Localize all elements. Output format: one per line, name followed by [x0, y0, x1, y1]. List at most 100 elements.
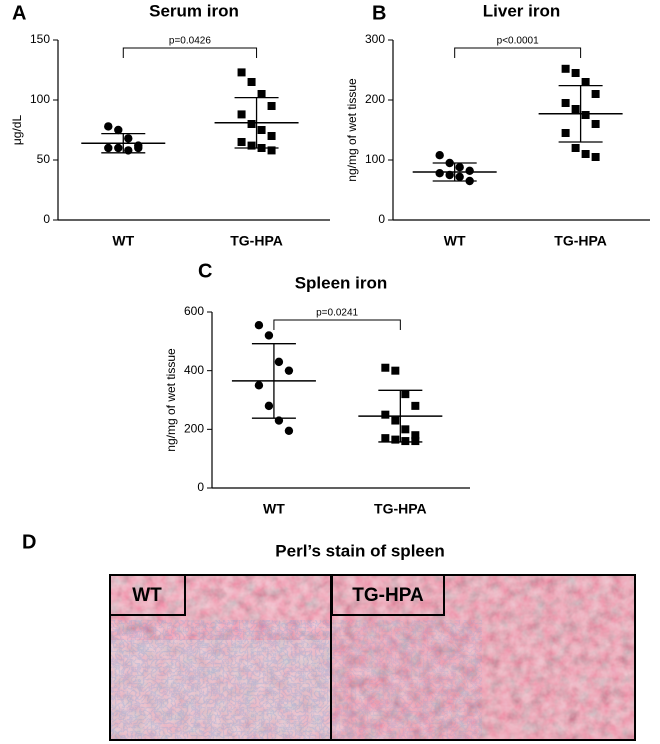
- bracket: [273, 319, 401, 330]
- point: [104, 143, 113, 153]
- y-tick-label: 200: [184, 422, 204, 436]
- panel-letter: A: [12, 2, 26, 24]
- y-axis-label: μg/dL: [10, 115, 24, 146]
- y-axis-label: ng/mg of wet tissue: [345, 78, 359, 182]
- point: [465, 166, 474, 175]
- error-bar: [101, 132, 146, 154]
- error-bar: [234, 96, 279, 149]
- point: [411, 401, 420, 410]
- point: [455, 163, 464, 172]
- point: [581, 111, 590, 119]
- point: [401, 390, 410, 399]
- y-tick-label: 150: [30, 32, 50, 46]
- y-tick-label: 200: [365, 92, 385, 106]
- point: [237, 110, 246, 119]
- error-bar: [251, 343, 296, 419]
- y-tick-label: 400: [184, 363, 204, 377]
- point: [247, 141, 256, 150]
- point: [381, 434, 390, 443]
- image-label: TG-HPA: [352, 585, 424, 606]
- error-bar: [432, 162, 477, 182]
- point: [257, 90, 266, 98]
- label-box: [331, 574, 445, 616]
- panel-letter: B: [372, 2, 386, 24]
- point: [571, 105, 580, 113]
- chart-title: Serum iron: [149, 1, 239, 20]
- point: [264, 401, 274, 411]
- point: [267, 146, 276, 155]
- point: [134, 143, 143, 153]
- point: [124, 134, 133, 143]
- chart-title: Liver iron: [483, 1, 560, 20]
- bracket: [122, 47, 258, 58]
- point: [435, 151, 444, 160]
- error-bar: [558, 84, 603, 143]
- y-axis-label: ng/mg of wet tissue: [164, 348, 178, 452]
- point: [411, 431, 420, 440]
- point: [247, 78, 256, 86]
- point: [114, 143, 123, 153]
- point: [581, 150, 590, 158]
- point: [264, 331, 274, 340]
- point: [274, 357, 284, 367]
- point: [391, 416, 400, 425]
- y-tick-label: 600: [184, 304, 204, 318]
- y-tick-label: 0: [43, 212, 50, 226]
- x-tick-label: WT: [444, 233, 466, 249]
- histology: WT TG-HPA: [109, 574, 636, 741]
- annotation: p=0.0426: [169, 36, 211, 47]
- point: [391, 366, 400, 375]
- point: [591, 120, 600, 128]
- y-tick-label: 100: [365, 152, 385, 166]
- point: [257, 126, 266, 134]
- point: [571, 144, 580, 152]
- point: [284, 426, 294, 435]
- y-tick-label: 0: [378, 212, 385, 226]
- annotation: p<0.0001: [497, 36, 539, 47]
- point: [381, 410, 390, 419]
- image-tg-stain: [332, 620, 482, 740]
- x-tick-label: WT: [112, 233, 134, 249]
- point: [561, 64, 570, 73]
- point: [237, 68, 246, 77]
- image-wt-stain: [110, 620, 330, 740]
- y-tick-label: 50: [37, 152, 51, 166]
- chart-title: Spleen iron: [295, 273, 388, 292]
- panel-title: Perl’s stain of spleen: [275, 541, 444, 560]
- point: [411, 437, 420, 446]
- point: [381, 363, 390, 372]
- point: [561, 129, 570, 137]
- point: [391, 435, 400, 444]
- y-tick-label: 0: [197, 480, 204, 494]
- point: [435, 169, 444, 178]
- point: [581, 78, 590, 86]
- x-tick-label: TG-HPA: [374, 501, 427, 517]
- x-tick-label: TG-HPA: [230, 233, 283, 249]
- point: [284, 366, 294, 375]
- point: [247, 120, 256, 128]
- x-tick-label: TG-HPA: [554, 233, 607, 249]
- error-bar: [378, 389, 423, 443]
- point: [267, 102, 276, 110]
- point: [445, 170, 454, 180]
- point: [591, 153, 600, 161]
- point: [104, 122, 113, 131]
- panel-letter: D: [22, 531, 36, 553]
- point: [401, 425, 410, 434]
- image-label: WT: [132, 585, 162, 606]
- point: [267, 132, 276, 140]
- panel-letter: C: [198, 260, 212, 282]
- point: [114, 125, 123, 135]
- label-box: [109, 574, 186, 616]
- point: [455, 172, 464, 181]
- point: [571, 69, 580, 77]
- point: [561, 99, 570, 107]
- y-tick-label: 100: [30, 92, 50, 106]
- y-tick-label: 300: [365, 32, 385, 46]
- point: [401, 437, 410, 446]
- point: [237, 138, 246, 146]
- point: [254, 321, 264, 330]
- x-tick-label: WT: [263, 501, 285, 517]
- point: [591, 90, 600, 98]
